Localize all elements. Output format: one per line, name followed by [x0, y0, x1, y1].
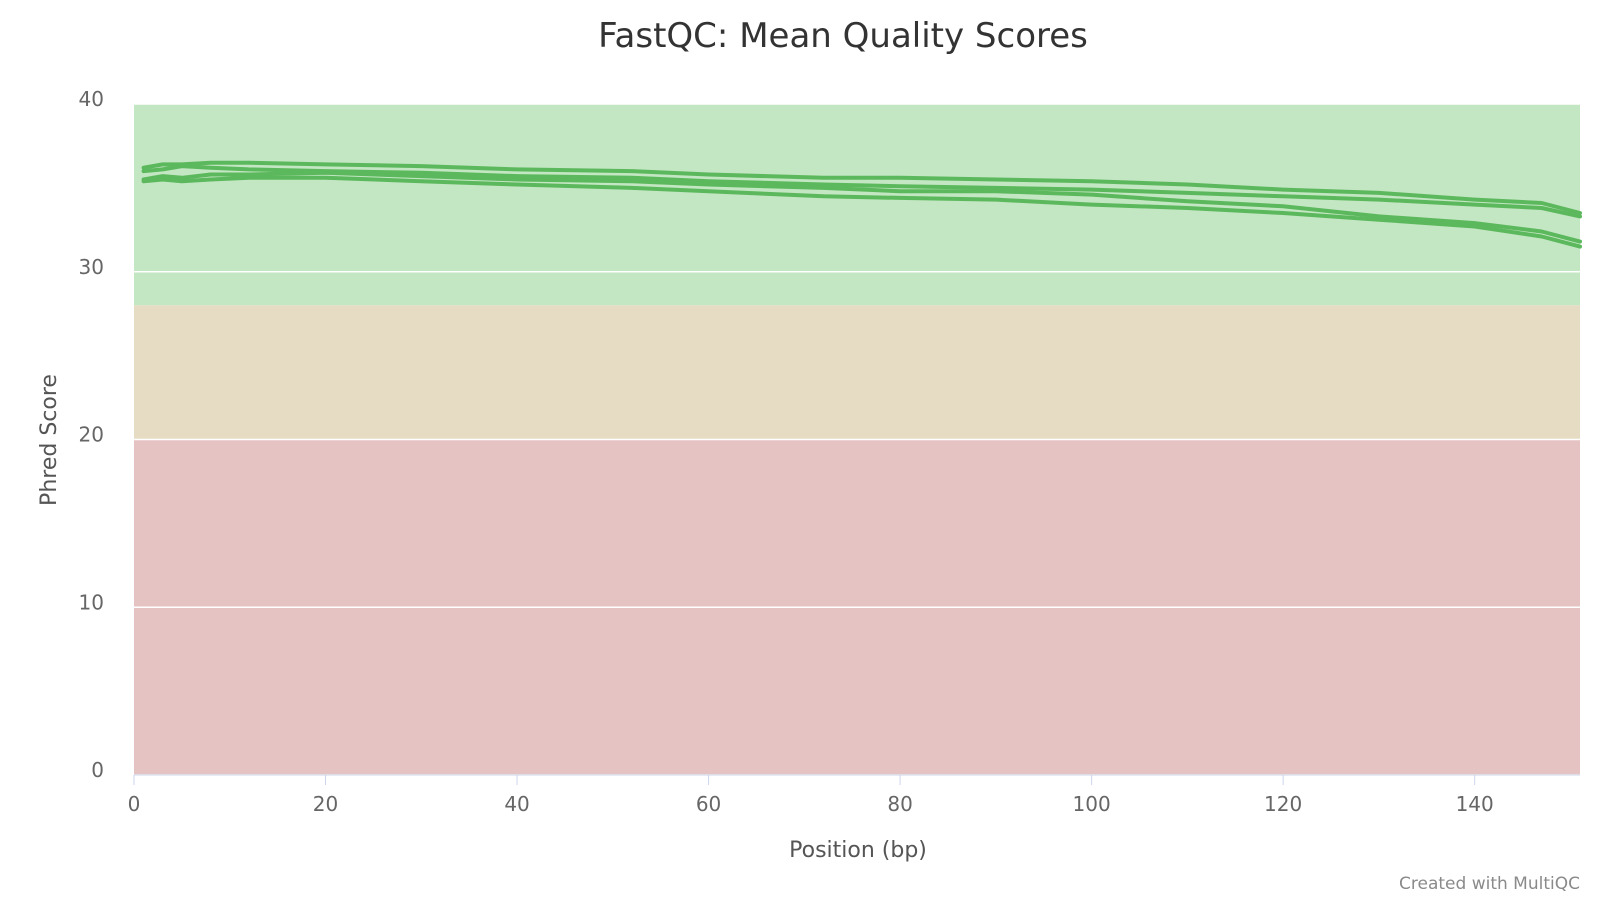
x-tick-label-100: 100 [1073, 792, 1111, 816]
series-line-1[interactable] [141, 160, 1582, 215]
y-tick-label-30: 30 [79, 255, 104, 279]
x-tick-label-40: 40 [504, 792, 529, 816]
x-tick-label-120: 120 [1264, 792, 1302, 816]
y-axis: 0 10 20 30 40 [79, 87, 104, 782]
y-tick-label-20: 20 [79, 423, 104, 447]
band-0 [134, 104, 1580, 306]
band-1 [134, 305, 1580, 440]
credit-text[interactable]: Created with MultiQC [1399, 874, 1580, 894]
y-axis-label: Phred Score [37, 374, 62, 506]
chart-title: FastQC: Mean Quality Scores [598, 16, 1088, 56]
series-line-2[interactable] [141, 164, 1582, 219]
series-line-3[interactable] [141, 170, 1582, 244]
y-tick-label-40: 40 [79, 87, 104, 111]
x-tick-label-0: 0 [128, 792, 141, 816]
x-tick-label-60: 60 [696, 792, 721, 816]
y-tick-label-0: 0 [91, 758, 104, 782]
x-axis: 0 20 40 60 80 100 120 140 [128, 774, 1580, 816]
x-tick-label-140: 140 [1456, 792, 1494, 816]
series-lines[interactable] [141, 160, 1582, 249]
series-line-4[interactable] [141, 175, 1582, 249]
x-tick-label-20: 20 [313, 792, 338, 816]
x-tick-label-80: 80 [887, 792, 912, 816]
y-tick-label-10: 10 [79, 590, 104, 614]
x-axis-label: Position (bp) [789, 838, 927, 863]
